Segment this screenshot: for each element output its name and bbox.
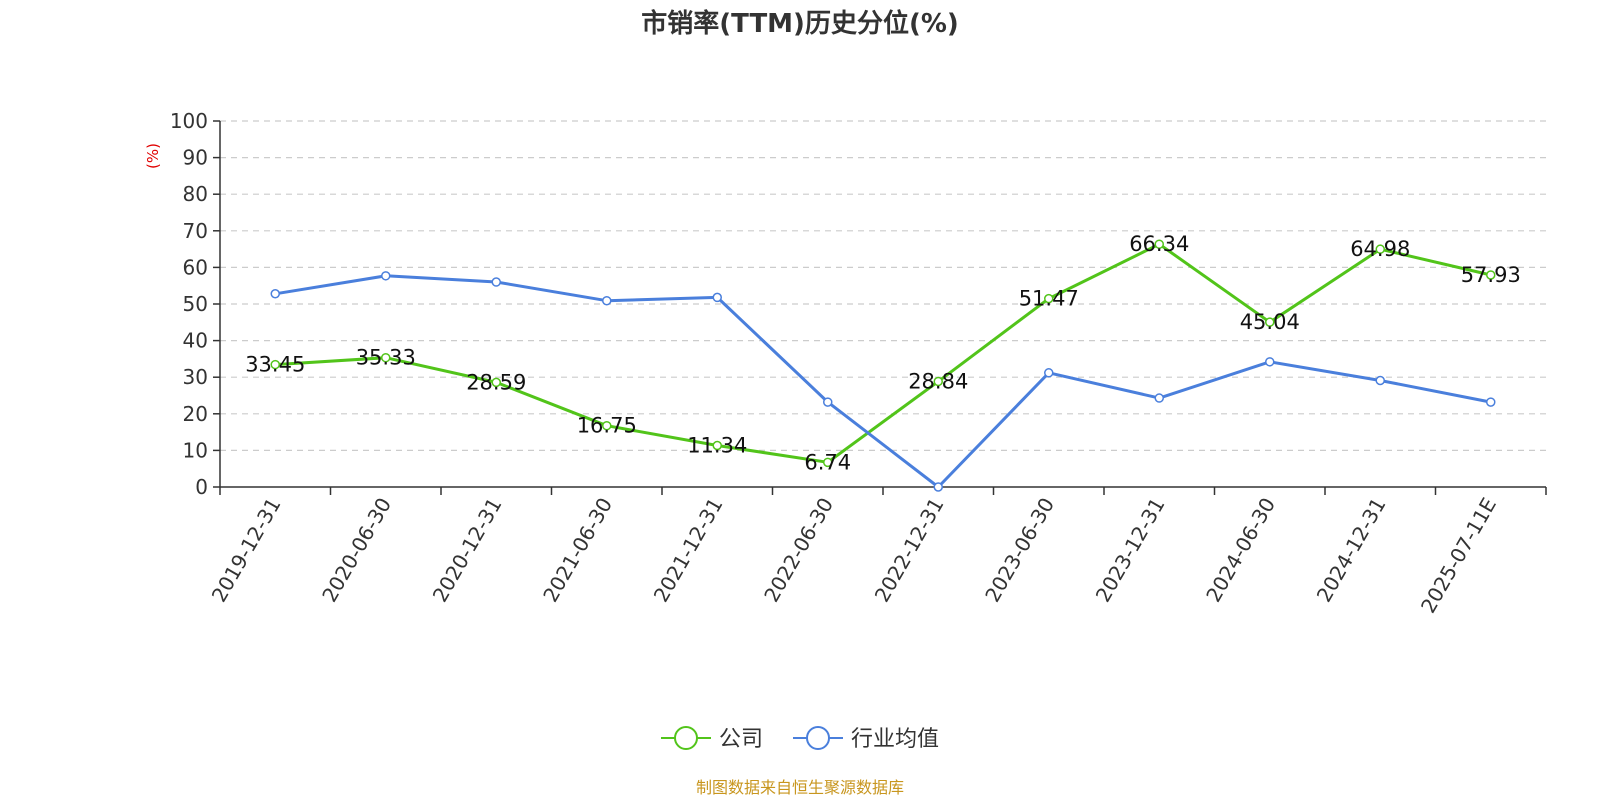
data-label-4: 11.34 [687,433,747,457]
y-tick-label-80: 80 [183,182,208,206]
data-label-0: 33.45 [245,353,305,377]
series-0-point-9 [1265,317,1275,327]
data-labels: 33.45 35.33 28.59 16.75 11.34 6.74 28.84 51.47 6… [245,232,1521,474]
series-0-point-3 [602,420,612,431]
data-label-8: 66.34 [1129,232,1189,256]
x-tick-label-2024-12-31: 2024-12-31 [1312,494,1391,607]
y-tick-label-30: 30 [183,365,208,389]
y-tick-label-90: 90 [183,146,208,170]
series-0-point-4 [712,440,722,451]
data-label-9: 45.04 [1240,310,1300,334]
series-line-0 [275,242,1492,464]
series-1-point-1 [381,271,391,281]
series-1-point-11 [1486,397,1496,407]
data-label-3: 16.75 [577,414,637,438]
series-0-point-1 [381,352,391,363]
legend-marker-1 [806,726,830,750]
series-lines [270,239,1496,492]
x-tick-label-2021-06-30: 2021-06-30 [538,494,617,607]
x-tick-label-2020-06-30: 2020-06-30 [317,494,396,607]
series-0-point-2 [491,377,501,388]
source-note: 制图数据来自恒生聚源数据库 [696,778,904,797]
chart-title: 市销率(TTM)历史分位(%) [641,8,959,39]
series-1-point-0 [270,289,280,299]
series-1-point-9 [1265,357,1275,367]
y-tick-label-40: 40 [183,329,208,353]
series-0-point-5 [823,457,833,468]
x-tick-label-2024-06-30: 2024-06-30 [1201,494,1280,607]
y-tick-label-100: 100 [170,109,208,133]
series-1-point-10 [1375,375,1385,386]
x-tick-label-2019-12-31: 2019-12-31 [207,494,286,607]
series-1-point-7 [1044,368,1054,378]
x-tick-label-2025-07-11E: 2025-07-11E [1416,494,1501,618]
data-label-1: 35.33 [356,346,416,370]
series-0-point-11 [1486,270,1496,280]
series-line-1 [275,274,1492,489]
legend-label-0: 公司 [719,727,763,752]
x-tick-label-2023-06-30: 2023-06-30 [980,494,1059,607]
y-tick-label-0: 0 [195,475,208,499]
data-label-6: 28.84 [908,369,968,393]
y-tick-label-50: 50 [183,292,208,316]
y-tick-label-60: 60 [183,255,208,279]
legend-item-1[interactable]: 行业均值 [793,726,939,752]
x-tick-label-2021-12-31: 2021-12-31 [649,494,728,607]
x-tick-label-2022-06-30: 2022-06-30 [759,494,838,607]
series-1-point-4 [712,292,722,303]
series-0-point-7 [1044,293,1054,304]
y-axis-label: (%) [144,143,162,169]
y-tick-label-70: 70 [183,219,208,243]
data-label-10: 64.98 [1350,237,1410,261]
legend-item-0[interactable]: 公司 [661,726,763,752]
data-label-7: 51.47 [1019,287,1079,311]
data-label-5: 6.74 [804,450,851,474]
data-label-11: 57.93 [1461,263,1521,287]
series-0-point-6 [933,376,943,387]
series-1-point-5 [823,397,833,407]
data-label-2: 28.59 [466,370,526,394]
series-0-point-10 [1375,244,1385,254]
legend-label-1: 行业均值 [851,727,939,752]
x-tick-label-2023-12-31: 2023-12-31 [1091,494,1170,607]
x-tick-label-2020-12-31: 2020-12-31 [428,494,507,607]
y-tick-label-20: 20 [183,402,208,426]
series-1-point-6 [933,482,943,492]
legend[interactable]: 公司 行业均值 [661,726,939,752]
y-tick-label-10: 10 [183,438,208,462]
series-0-point-8 [1154,239,1164,249]
series-1-point-2 [491,277,501,287]
x-tick-label-2022-12-31: 2022-12-31 [870,494,949,607]
legend-marker-0 [674,726,698,750]
series-0-point-0 [270,359,280,370]
series-1-point-8 [1154,393,1164,403]
series-1-point-3 [602,295,612,306]
grid-lines [220,120,1546,451]
